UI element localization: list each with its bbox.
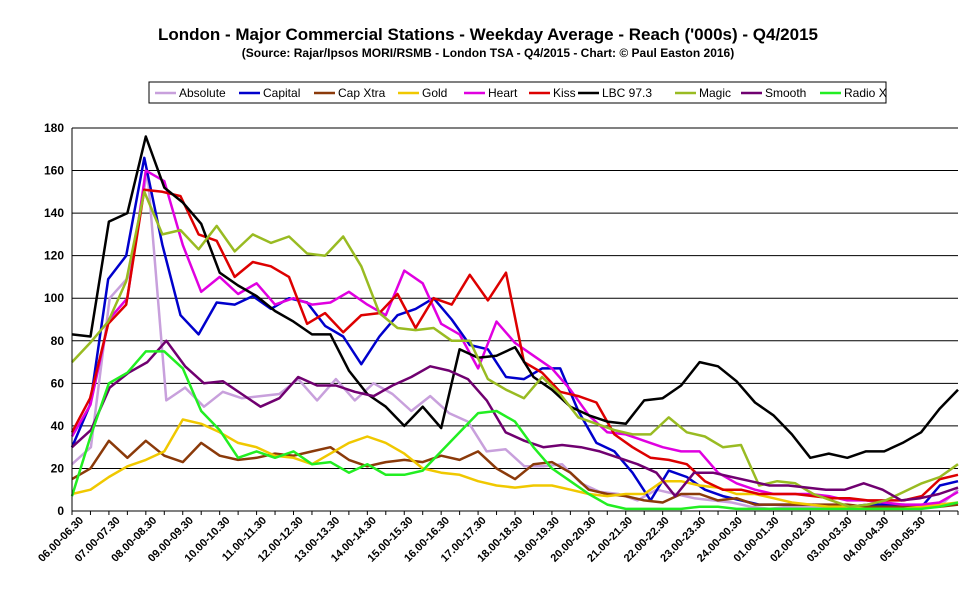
legend-label-magic: Magic — [699, 86, 731, 100]
y-tick-label: 120 — [44, 249, 64, 263]
y-tick-label: 180 — [44, 121, 64, 135]
series-line-absolute — [71, 169, 959, 511]
y-tick-label: 80 — [51, 334, 65, 348]
legend-label-heart: Heart — [488, 86, 518, 100]
y-tick-label: 40 — [51, 419, 65, 433]
y-tick-label: 60 — [51, 376, 65, 390]
legend-label-capital: Capital — [263, 86, 300, 100]
series-line-lbc-97-3 — [71, 135, 959, 460]
y-tick-label: 160 — [44, 164, 64, 178]
y-tick-label: 140 — [44, 206, 64, 220]
series-line-kiss — [70, 188, 959, 502]
legend-label-smooth: Smooth — [765, 86, 806, 100]
y-tick-label: 20 — [51, 461, 65, 475]
legend-label-radio-x: Radio X — [844, 86, 887, 100]
legend-box — [148, 81, 887, 104]
legend-label-lbc-97-3: LBC 97.3 — [602, 86, 652, 100]
legend-label-cap-xtra: Cap Xtra — [338, 86, 386, 100]
series-line-magic — [71, 190, 959, 508]
legend: Absolute Capital Cap Xtra Gold Heart Kiss LBC … — [148, 81, 887, 104]
chart-subtitle: (Source: Rajar/Ipsos MORI/RSMB - London … — [242, 46, 734, 60]
legend-label-kiss: Kiss — [553, 86, 576, 100]
series-line-smooth — [71, 339, 959, 502]
series-lines — [70, 135, 959, 511]
series-line-heart — [70, 169, 959, 506]
legend-label-absolute: Absolute — [179, 86, 226, 100]
y-tick-label: 0 — [57, 504, 64, 518]
legend-label-gold: Gold — [422, 86, 447, 100]
y-tick-label: 100 — [44, 291, 64, 305]
chart-title: London - Major Commercial Stations - Wee… — [158, 25, 818, 44]
series-line-radio-x — [70, 350, 959, 511]
gridlines — [72, 127, 958, 469]
